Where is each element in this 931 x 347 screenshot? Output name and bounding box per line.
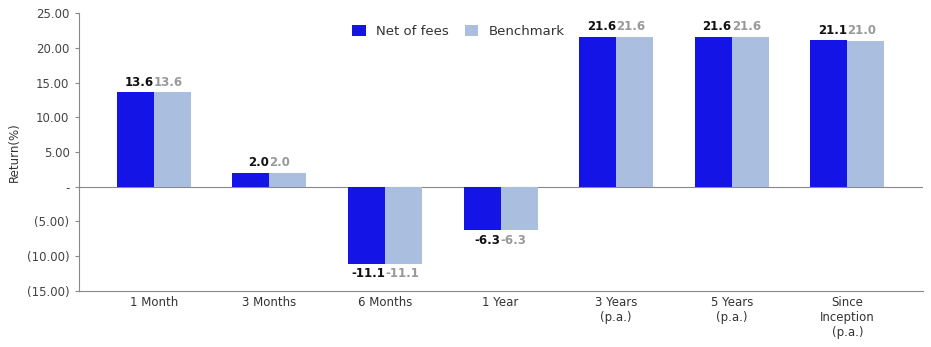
Text: 21.6: 21.6 xyxy=(616,20,645,33)
Bar xyxy=(154,92,191,187)
Text: 21.6: 21.6 xyxy=(732,20,761,33)
Bar xyxy=(501,187,537,230)
Bar xyxy=(695,37,732,187)
Bar xyxy=(464,187,501,230)
Text: -6.3: -6.3 xyxy=(475,234,501,247)
Bar xyxy=(269,173,306,187)
Bar xyxy=(385,187,422,264)
Legend: Net of fees, Benchmark: Net of fees, Benchmark xyxy=(347,20,570,43)
Bar xyxy=(810,40,847,187)
Text: 21.6: 21.6 xyxy=(703,20,732,33)
Text: 2.0: 2.0 xyxy=(269,156,290,169)
Y-axis label: Return(%): Return(%) xyxy=(8,122,21,182)
Text: 21.6: 21.6 xyxy=(587,20,616,33)
Text: 21.1: 21.1 xyxy=(818,24,847,37)
Bar xyxy=(348,187,385,264)
Text: 13.6: 13.6 xyxy=(125,76,154,89)
Bar xyxy=(579,37,616,187)
Text: 13.6: 13.6 xyxy=(154,76,183,89)
Text: -11.1: -11.1 xyxy=(385,267,419,280)
Text: 21.0: 21.0 xyxy=(847,24,876,37)
Bar xyxy=(847,41,884,187)
Text: -11.1: -11.1 xyxy=(351,267,385,280)
Text: 2.0: 2.0 xyxy=(249,156,269,169)
Bar xyxy=(732,37,769,187)
Bar xyxy=(233,173,269,187)
Bar xyxy=(117,92,154,187)
Bar xyxy=(616,37,654,187)
Text: -6.3: -6.3 xyxy=(501,234,526,247)
